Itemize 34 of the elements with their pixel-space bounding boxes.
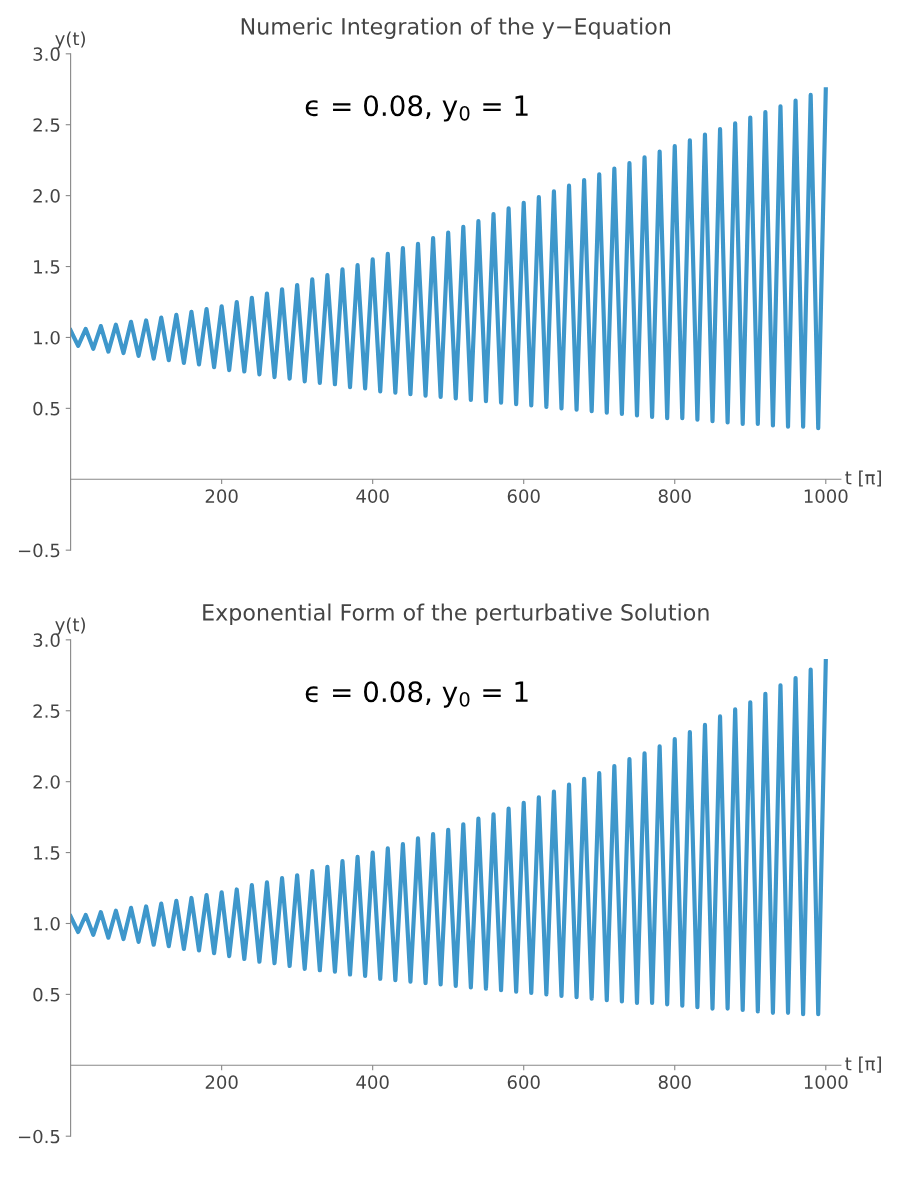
x-tick-label: 1000	[804, 1075, 848, 1089]
line-series	[70, 659, 828, 1017]
annotation: ϵ = 0.08, y$_{0}$ = 1	[305, 681, 528, 708]
x-tick-label: 400	[356, 489, 389, 503]
x-tick-label: 600	[507, 1075, 540, 1089]
x-tick-label: 200	[205, 1075, 238, 1089]
x-tick-label: 800	[658, 1075, 691, 1089]
y-tick-label: 1.0	[34, 916, 60, 931]
x-axis-title: t [π]	[845, 1056, 881, 1073]
chart-title: Numeric Integration of the y−Equation	[241, 17, 671, 39]
y-tick-label: 3.0	[33, 47, 60, 61]
y-axis-title: y(t)	[55, 617, 85, 635]
y-tick-label: 2.5	[33, 118, 60, 132]
x-tick-label: 1000	[804, 489, 848, 503]
x-tick-label: 800	[658, 489, 691, 503]
chart-title: Exponential Form of the perturbative Solution	[203, 603, 709, 626]
line-series	[70, 87, 828, 431]
y-tick-label: 3.0	[33, 633, 60, 647]
y-axis-title: y(t)	[55, 31, 85, 49]
annotation: ϵ = 0.08, y$_{0}$ = 1	[305, 95, 528, 122]
x-tick-label: 400	[356, 1075, 389, 1089]
y-tick-label: 2.5	[33, 704, 60, 718]
y-tick-label: −0.5	[18, 1129, 60, 1144]
y-tick-label: 0.5	[33, 401, 60, 416]
x-tick-label: 600	[507, 489, 540, 503]
y-tick-label: 0.5	[33, 987, 60, 1002]
x-axis-title: t [π]	[845, 470, 881, 487]
y-tick-label: 2.0	[33, 775, 60, 789]
x-tick-label: 200	[205, 489, 238, 503]
y-tick-label: −0.5	[18, 543, 60, 558]
y-tick-label: 1.0	[34, 330, 60, 345]
y-tick-label: 1.5	[34, 846, 60, 860]
y-tick-label: 2.0	[33, 189, 60, 203]
y-tick-label: 1.5	[34, 260, 60, 274]
